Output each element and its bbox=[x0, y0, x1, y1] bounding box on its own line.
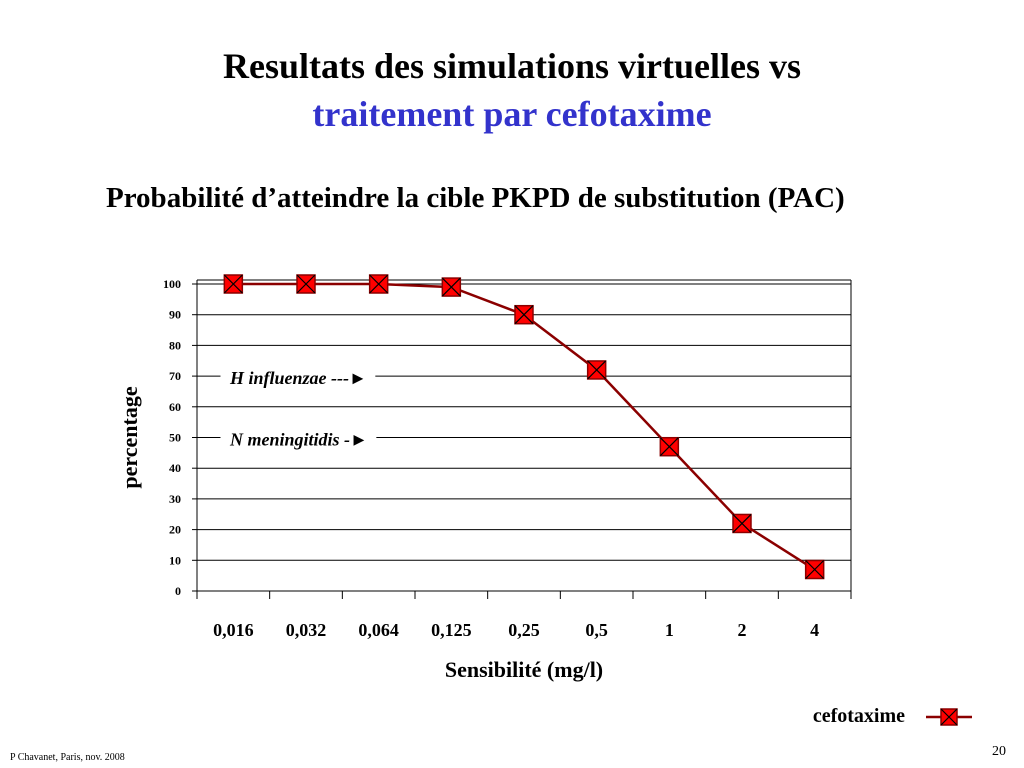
y-tick-label: 90 bbox=[169, 308, 181, 322]
y-tick-label: 30 bbox=[169, 492, 181, 506]
x-tick-label: 0,032 bbox=[286, 620, 327, 640]
annotation-box bbox=[220, 426, 377, 453]
point-marker-x bbox=[514, 305, 534, 325]
y-tick-label: 100 bbox=[163, 277, 181, 291]
annotation: H influenzae ---► bbox=[220, 364, 376, 392]
legend: cefotaxime bbox=[813, 705, 972, 727]
y-tick-label: 50 bbox=[169, 431, 181, 445]
data-point bbox=[368, 274, 389, 294]
x-tick-label: 0,5 bbox=[585, 620, 608, 640]
data-point bbox=[441, 277, 462, 297]
x-axis-title: Sensibilité (mg/l) bbox=[445, 657, 603, 682]
y-tick-label: 0 bbox=[175, 584, 181, 598]
annotation: N meningitidis -► bbox=[220, 426, 377, 453]
point-marker-x bbox=[732, 514, 752, 533]
slide-title-line1: Resultats des simulations virtuelles vs bbox=[222, 46, 802, 86]
page-number: 20 bbox=[992, 744, 1006, 759]
x-tick-label: 0,064 bbox=[358, 620, 399, 640]
x-tick-label: 2 bbox=[738, 620, 747, 640]
y-tick-label: 80 bbox=[169, 338, 181, 352]
footer-credit: P Chavanet, Paris, nov. 2008 bbox=[10, 752, 125, 763]
data-point bbox=[659, 436, 680, 457]
point-marker-x bbox=[441, 277, 461, 297]
annotation-label: H influenzae ---► bbox=[229, 368, 367, 388]
point-marker-x bbox=[587, 360, 607, 380]
point-marker-x bbox=[805, 560, 825, 579]
y-tick-label: 70 bbox=[169, 369, 181, 383]
point-marker-x bbox=[659, 437, 679, 457]
data-point bbox=[514, 304, 534, 325]
legend-marker-x bbox=[940, 708, 958, 726]
x-tick-label: 0,25 bbox=[508, 620, 540, 640]
x-tick-label: 4 bbox=[810, 620, 819, 640]
legend-label: cefotaxime bbox=[813, 705, 905, 727]
slide-title-line2: traitement par cefotaxime bbox=[312, 94, 712, 134]
y-axis-title: percentage bbox=[117, 386, 142, 488]
y-tick-label: 20 bbox=[169, 523, 181, 537]
data-point bbox=[804, 559, 825, 580]
annotation-box bbox=[220, 364, 376, 392]
x-tick-label: 0,125 bbox=[431, 620, 472, 640]
data-point bbox=[732, 513, 752, 534]
chart-subtitle: Probabilité d’atteindre la cible PKPD de… bbox=[106, 182, 845, 214]
y-tick-label: 40 bbox=[169, 461, 181, 475]
data-point bbox=[223, 274, 244, 294]
point-marker-x bbox=[369, 274, 389, 294]
point-marker-x bbox=[223, 274, 243, 294]
data-point bbox=[586, 360, 607, 380]
x-tick-label: 1 bbox=[665, 620, 674, 640]
data-point bbox=[296, 274, 316, 294]
point-marker-x bbox=[296, 274, 316, 294]
y-tick-label: 10 bbox=[169, 553, 181, 567]
x-tick-label: 0,016 bbox=[213, 620, 254, 640]
y-tick-label: 60 bbox=[169, 400, 181, 414]
annotation-label: N meningitidis -► bbox=[229, 430, 368, 450]
